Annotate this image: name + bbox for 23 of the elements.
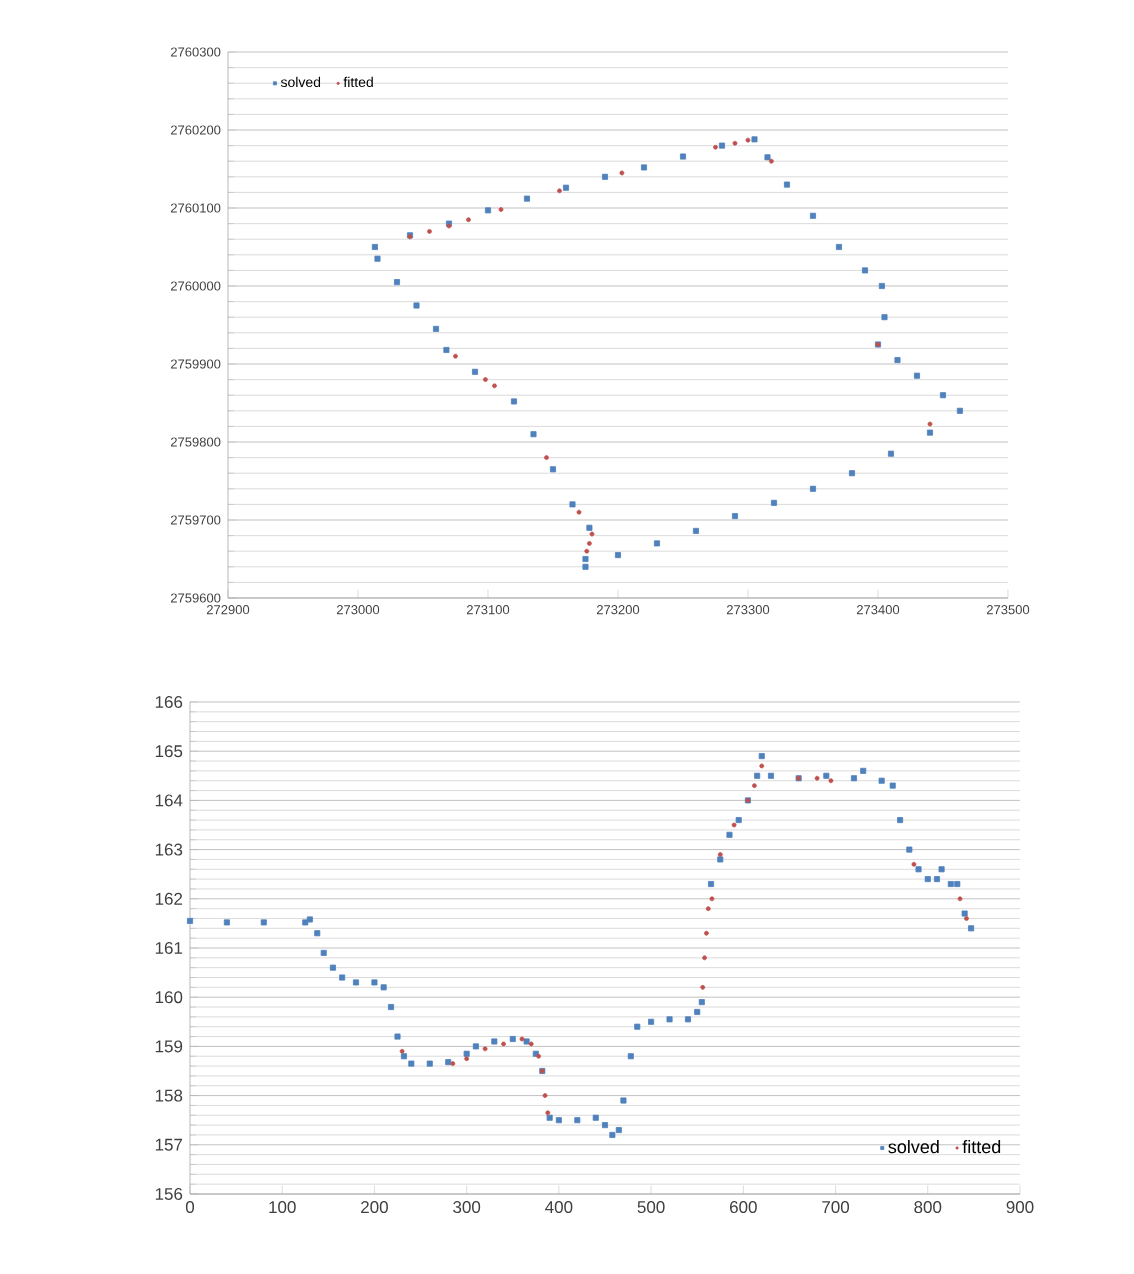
x-tick-label: 800 [914, 1201, 942, 1214]
x-tick-label: 900 [1006, 1201, 1034, 1214]
y-tick-label: 165 [155, 745, 183, 758]
y-tick-label: 157 [155, 1138, 183, 1151]
x-tick-label: 0 [185, 1201, 195, 1214]
y-tick-label: 166 [155, 695, 183, 708]
x-tick-label: 200 [361, 1201, 388, 1214]
y-tick-label: 161 [155, 941, 183, 954]
y-tick-label: 162 [155, 892, 183, 905]
x-tick-label: 500 [637, 1201, 665, 1214]
y-tick-label: 158 [155, 1089, 183, 1102]
x-tick-label: 600 [730, 1201, 757, 1214]
legend-label: solved [888, 1140, 939, 1154]
x-tick-label: 300 [453, 1201, 481, 1214]
y-tick-label: 160 [155, 991, 183, 1004]
y-tick-label: 156 [155, 1187, 183, 1200]
x-tick-label: 400 [545, 1201, 573, 1214]
y-tick-label: 163 [155, 843, 183, 856]
x-tick-label: 700 [822, 1201, 850, 1214]
y-tick-label: 159 [155, 1040, 183, 1053]
x-tick-label: 100 [269, 1201, 296, 1214]
y-tick-label: 164 [155, 794, 183, 807]
legend-label: fitted [962, 1140, 1001, 1154]
